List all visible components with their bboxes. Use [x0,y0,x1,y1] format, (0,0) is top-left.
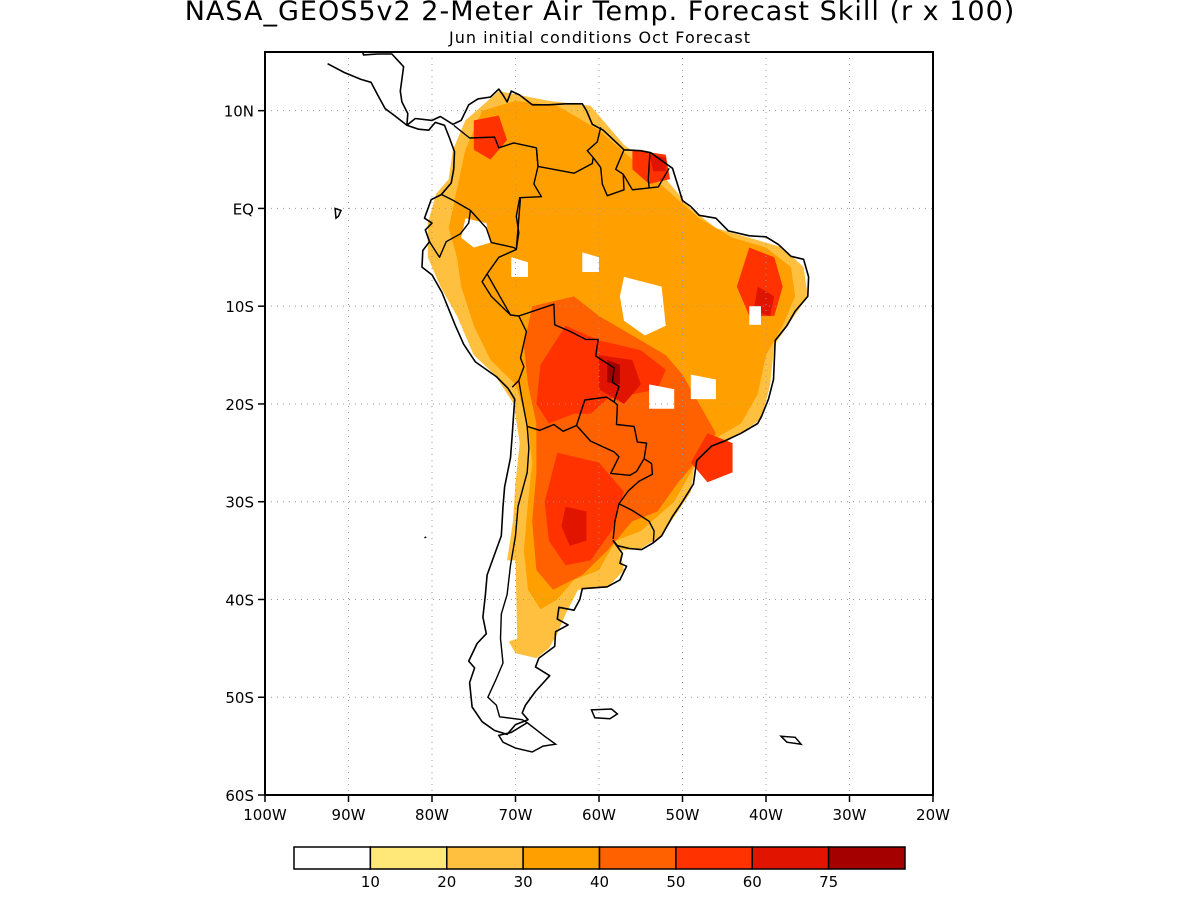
lon-tick-label: 90W [332,806,366,824]
colorbar-swatch [446,846,524,870]
map-subtitle: Jun initial conditions Oct Forecast [448,28,752,47]
colorbar-swatch [369,846,448,870]
lat-tick-label: 60S [225,787,254,805]
island-outline [590,708,619,720]
skill-region-5 [690,433,733,483]
colorbar-swatch [598,846,677,870]
colorbar-label: 50 [666,873,685,891]
country-border [618,503,655,543]
colorbar-label: 60 [743,873,762,891]
country-border [575,401,648,476]
country-border [518,303,620,432]
skill-region-4 [544,452,624,566]
skill-region-18 [440,325,466,360]
island-outline [424,536,427,539]
lon-tick-label: 70W [499,806,533,824]
colorbar-label: 10 [361,873,380,891]
skill-region-21 [498,560,518,644]
lon-tick-label: 80W [415,806,449,824]
colorbar-label: 75 [819,873,838,891]
skill-fill-layer [427,91,808,659]
country-border [515,197,522,250]
island-outline [334,207,343,220]
country-border [535,127,602,174]
skill-region-22 [749,306,761,325]
lat-tick-label: EQ [233,200,254,218]
colorbar-legend: 10 20 30 40 50 60 75 [293,846,906,891]
south-america-coastline [406,88,810,736]
colorbar-label: 30 [514,873,533,891]
country-border [469,209,528,388]
coastlines-and-borders [327,52,810,753]
lat-tick-label: 50S [225,689,254,707]
colorbar-swatch [751,846,830,870]
lon-tick-label: 60W [582,806,616,824]
skill-region-12 [649,154,666,172]
lat-tick-label: 10S [225,298,254,316]
lon-tick-label: 40W [749,806,783,824]
skill-region-14 [619,276,666,336]
country-border [612,458,654,539]
country-border [428,194,472,258]
lon-tick-label: 30W [833,806,867,824]
lon-tick-label: 50W [666,806,700,824]
colorbar-swatch [293,846,372,870]
central-america-coastline [327,52,409,127]
colorbar-swatch [827,846,906,870]
skill-region-10 [561,506,587,546]
country-border [592,152,651,197]
country-border [486,273,512,316]
colorbar-swatch [675,846,753,870]
colorbar-swatch [522,846,601,870]
lat-tick-label: 20S [225,396,254,414]
map-title: NASA_GEOS5v2 2-Meter Air Temp. Forecast … [184,0,1016,27]
island-outline [497,721,558,753]
country-border [649,167,670,189]
country-border [615,149,625,175]
colorbar-label: 20 [437,873,456,891]
island-outline [779,735,803,746]
lat-tick-label: 10N [224,103,254,121]
colorbar-label: 40 [590,873,609,891]
lat-tick-label: 30S [225,494,254,512]
lat-tick-label: 40S [225,591,254,609]
skill-region-20 [649,384,675,409]
lon-tick-label: 100W [243,806,287,824]
skill-region-17 [582,252,599,272]
skill-region-19 [690,374,716,400]
country-border [487,426,530,724]
lon-tick-label: 20W [916,806,950,824]
